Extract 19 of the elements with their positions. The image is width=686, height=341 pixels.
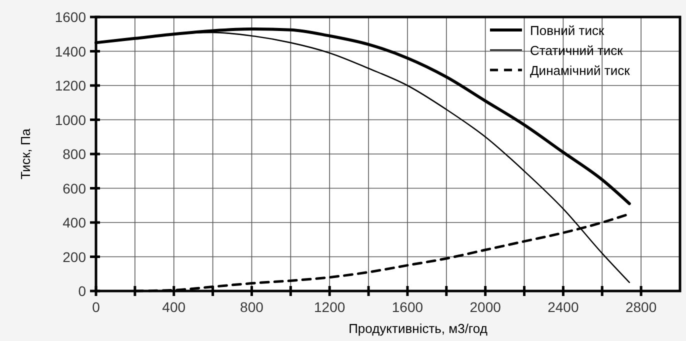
x-tick-label: 400 [162,299,186,315]
y-tick-label: 1600 [54,9,86,25]
x-tick-label: 2000 [470,299,502,315]
x-tick-label: 2800 [625,299,657,315]
y-tick-label: 1400 [54,43,86,60]
x-axis-title: Продуктивність, м3/год [348,321,488,336]
y-tick-label: 0 [78,283,86,299]
y-tick-label: 600 [62,180,86,196]
x-tick-label: 1200 [314,299,346,315]
x-tick-label: 2400 [548,299,579,315]
x-tick-label: 1600 [392,299,424,315]
y-axis-title: Тиск, Па [18,128,33,180]
y-tick-label: 1000 [54,112,86,128]
y-tick-label: 200 [62,248,86,265]
y-tick-label: 1200 [54,78,86,94]
y-tick-label: 800 [62,146,86,162]
x-tick-label: 800 [240,299,264,315]
x-tick-label: 0 [92,299,100,315]
y-tick-label: 400 [62,214,86,230]
